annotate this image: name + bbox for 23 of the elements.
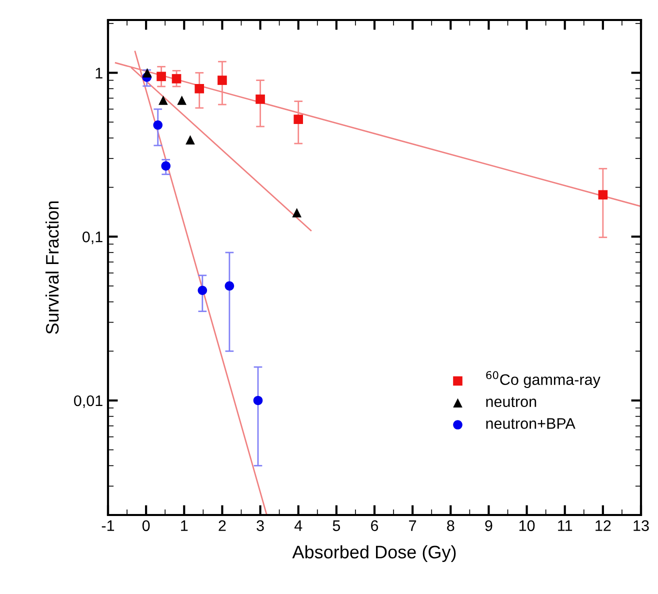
x-tick-label: 13: [634, 520, 649, 532]
legend-label: neutron: [486, 397, 536, 408]
y-axis-title: Survival Fraction: [45, 201, 59, 334]
y-tick-label: 0,01: [74, 395, 102, 408]
x-axis-title: Absorbed Dose (Gy): [292, 545, 456, 562]
y-tick-label: 0,1: [82, 232, 102, 244]
legend-label: $^{60}$Co gamma-ray: [486, 371, 600, 388]
x-tick-label: 8: [447, 520, 454, 532]
x-tick-label: 2: [218, 520, 226, 531]
y-tick-label: 1: [96, 68, 102, 78]
x-tick-label: -1: [102, 520, 114, 531]
x-tick-label: 5: [332, 520, 340, 532]
x-tick-label: 4: [294, 520, 302, 531]
x-tick-label: 7: [409, 520, 416, 531]
x-tick-label: 9: [485, 520, 492, 532]
x-tick-label: 3: [256, 520, 264, 532]
x-tick-label: 6: [371, 520, 378, 532]
x-tick-label: 0: [142, 520, 150, 532]
x-tick-label: 12: [596, 520, 611, 531]
x-tick-label: 1: [181, 520, 188, 531]
x-tick-label: 11: [558, 520, 572, 531]
x-tick-label: 10: [519, 520, 535, 532]
legend-label: neutron+BPA: [486, 418, 576, 429]
